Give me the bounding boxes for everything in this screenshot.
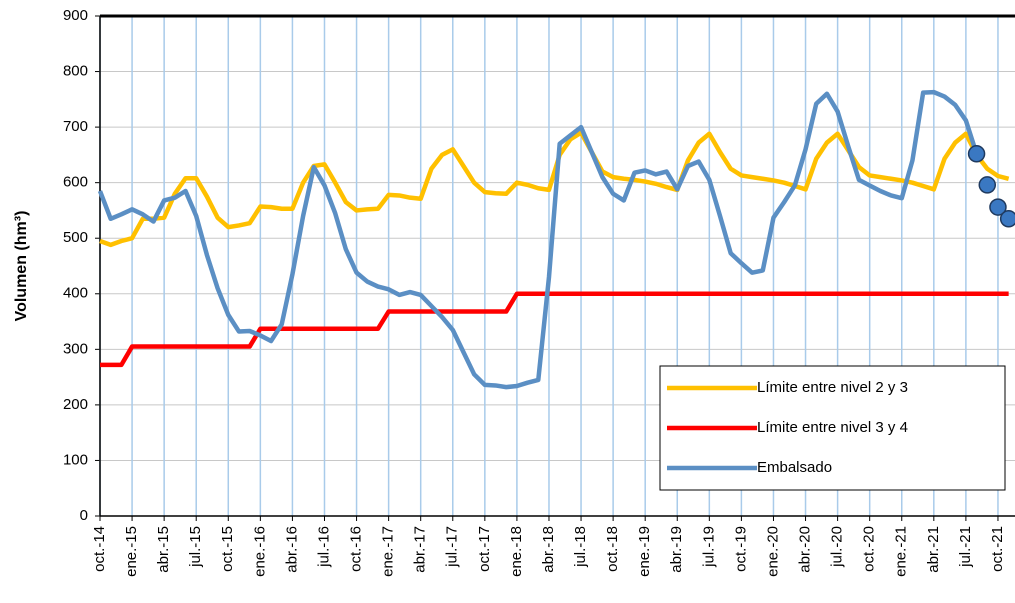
series-line (100, 291, 1009, 368)
x-tick-label: jul.-19 (700, 526, 717, 568)
y-tick-label: 0 (80, 507, 88, 524)
x-tick-label: oct.-14 (91, 526, 108, 572)
x-tick-label: ene.-17 (380, 526, 397, 577)
x-tick-label: oct.-21 (989, 526, 1006, 572)
x-tick-label: jul.-21 (957, 526, 974, 568)
x-tick-label: ene.-15 (123, 526, 140, 577)
y-tick-label: 300 (63, 340, 88, 357)
x-tick-label: abr.-20 (797, 526, 814, 573)
x-tick-label: jul.-20 (829, 526, 846, 568)
forecast-point (989, 198, 1007, 216)
legend-label: Embalsado (757, 459, 832, 476)
x-tick-label: ene.-20 (764, 526, 781, 577)
forecast-point (999, 210, 1015, 228)
y-tick-label: 400 (63, 285, 88, 302)
x-tick-label: abr.-15 (155, 526, 172, 573)
forecast-point (978, 176, 997, 194)
x-tick-label: abr.-21 (925, 526, 942, 573)
y-tick-label: 700 (63, 118, 88, 135)
x-tick-label: ene.-19 (636, 526, 653, 577)
y-tick-label: 200 (63, 396, 88, 413)
x-tick-label: abr.-16 (283, 526, 300, 573)
series-line (99, 130, 1010, 248)
x-tick-label: ene.-21 (893, 526, 910, 577)
y-axis-title: Volumen (hm³) (13, 211, 30, 322)
x-tick-label: oct.-18 (604, 526, 621, 572)
series-line (97, 89, 979, 390)
y-tick-label: 500 (63, 229, 88, 246)
x-tick-label: oct.-17 (476, 526, 493, 572)
x-tick-label: ene.-18 (508, 526, 525, 577)
x-tick-label: abr.-18 (540, 526, 557, 573)
x-tick-label: jul.-18 (572, 526, 589, 568)
y-tick-label: 100 (63, 451, 88, 468)
legend-label: Límite entre nivel 2 y 3 (757, 379, 908, 396)
y-tick-label: 600 (63, 174, 88, 191)
x-tick-label: oct.-15 (219, 526, 236, 572)
legend-label: Límite entre nivel 3 y 4 (757, 419, 908, 436)
x-tick-label: abr.-19 (668, 526, 685, 573)
y-tick-label: 800 (63, 63, 88, 80)
x-tick-label: abr.-17 (412, 526, 429, 573)
forecast-point (967, 145, 986, 163)
y-tick-label: 900 (63, 7, 88, 24)
x-tick-label: ene.-16 (251, 526, 268, 577)
x-tick-label: jul.-15 (187, 526, 204, 568)
x-tick-label: jul.-16 (315, 526, 332, 568)
x-tick-label: oct.-20 (861, 526, 878, 572)
x-tick-label: oct.-16 (348, 526, 365, 572)
x-tick-label: oct.-19 (732, 526, 749, 572)
x-tick-label: jul.-17 (444, 526, 461, 568)
